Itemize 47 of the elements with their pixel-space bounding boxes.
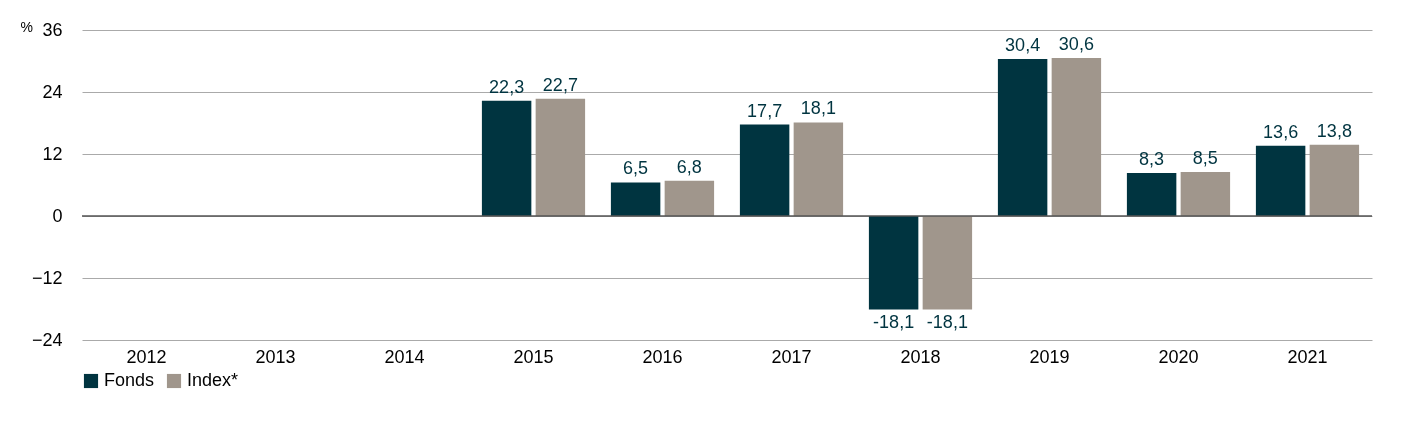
bar xyxy=(868,216,919,310)
bar xyxy=(1180,172,1231,216)
x-tick-label: 2017 xyxy=(771,346,812,367)
bar xyxy=(481,100,532,216)
x-tick-label: 2021 xyxy=(1287,346,1328,367)
bar xyxy=(1126,173,1177,216)
legend-label: Index* xyxy=(187,370,239,390)
data-label: 30,6 xyxy=(1058,33,1094,54)
y-tick-label: 24 xyxy=(42,81,63,102)
x-tick-label: 2019 xyxy=(1029,346,1070,367)
x-tick-label: 2016 xyxy=(642,346,683,367)
data-label: 8,3 xyxy=(1139,149,1165,170)
bar xyxy=(664,180,715,216)
x-tick-label: 2014 xyxy=(384,346,425,367)
y-tick-label: −24 xyxy=(31,329,63,350)
data-label: 18,1 xyxy=(800,98,836,119)
bar xyxy=(793,122,844,216)
x-tick-label: 2012 xyxy=(126,346,167,367)
y-axis-title: % xyxy=(20,18,33,35)
y-tick-label: 12 xyxy=(42,143,63,164)
bar xyxy=(739,124,790,216)
legend-label: Fonds xyxy=(104,370,155,390)
bar xyxy=(610,182,661,216)
data-label: 6,8 xyxy=(676,156,702,177)
data-label: 30,4 xyxy=(1005,34,1041,55)
x-tick-label: 2018 xyxy=(900,346,941,367)
data-label: -18,1 xyxy=(873,311,915,332)
data-label: 17,7 xyxy=(747,100,783,121)
y-tick-label: 0 xyxy=(52,205,63,226)
data-label: 22,7 xyxy=(542,74,578,95)
data-label: 13,8 xyxy=(1316,120,1352,141)
data-label: 8,5 xyxy=(1192,148,1218,169)
y-tick-label: −12 xyxy=(31,267,63,288)
bar xyxy=(535,98,586,216)
bar xyxy=(997,58,1048,216)
data-label: -18,1 xyxy=(926,311,968,332)
data-label: 22,3 xyxy=(489,76,525,97)
x-tick-label: 2013 xyxy=(255,346,296,367)
bar xyxy=(1255,145,1306,216)
y-tick-label: 36 xyxy=(42,19,63,40)
bar xyxy=(922,216,973,310)
bar xyxy=(1309,144,1360,216)
bar xyxy=(1051,57,1102,216)
data-label: 6,5 xyxy=(623,158,649,179)
x-tick-label: 2020 xyxy=(1158,346,1199,367)
x-tick-label: 2015 xyxy=(513,346,554,367)
data-label: 13,6 xyxy=(1263,121,1299,142)
